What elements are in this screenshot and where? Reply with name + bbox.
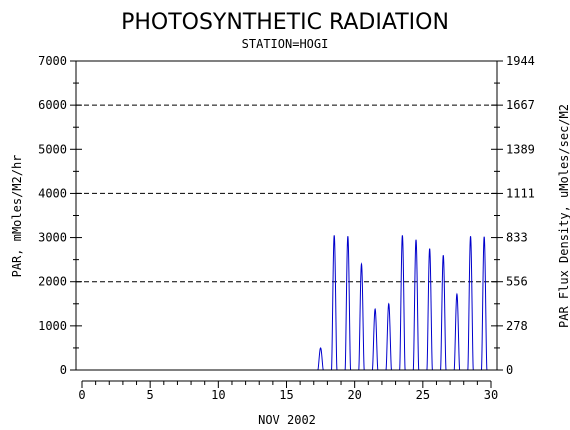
y-tick-label: 0 [60,363,67,377]
x-tick-label: 10 [211,388,225,402]
y-tick-label: 1000 [38,319,67,333]
y2-axis-label: PAR Flux Density, uMoles/sec/M2 [557,104,570,328]
x-tick-label: 20 [347,388,361,402]
y-axis-right: 0 278 556 833 1111 1389 1667 1944 [491,54,535,377]
y2-tick-label: 1667 [506,98,535,112]
y-tick-label: 7000 [38,54,67,68]
y-tick-label: 5000 [38,142,67,156]
y-tick-label: 6000 [38,98,67,112]
y-axis-left: 0 1000 2000 3000 4000 5000 6000 7000 [38,54,82,377]
y2-tick-label: 833 [506,231,528,245]
plot-frame [75,60,498,371]
x-tick-label: 25 [416,388,430,402]
x-tick-label: 5 [147,388,154,402]
y-tick-label: 3000 [38,231,67,245]
series-layer [315,235,490,371]
par-series-line [315,235,490,371]
y2-tick-label: 0 [506,363,513,377]
y-tick-label: 4000 [38,186,67,200]
x-tick-label: 30 [484,388,498,402]
chart-subtitle: STATION=HOGI [242,37,329,51]
x-tick-label: 15 [279,388,293,402]
y2-tick-label: 556 [506,275,528,289]
x-axis-label: NOV 2002 [258,413,316,427]
x-axis: 0 5 10 15 20 25 30 [78,380,498,402]
gridlines [76,104,497,283]
y2-tick-label: 1111 [506,186,535,200]
y2-tick-label: 278 [506,319,528,333]
y-axis-label: PAR, mMoles/M2/hr [10,155,24,278]
y2-tick-label: 1389 [506,142,535,156]
chart-title: PHOTOSYNTHETIC RADIATION [121,10,449,35]
x-tick-label: 0 [78,388,85,402]
y2-tick-label: 1944 [506,54,535,68]
y-tick-label: 2000 [38,275,67,289]
